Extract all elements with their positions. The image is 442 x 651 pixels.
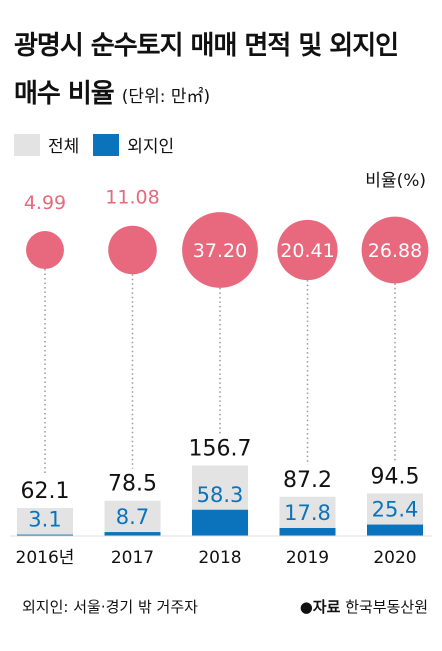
footer-note: 외지인: 서울·경기 밖 거주자 xyxy=(22,598,198,616)
source-key: 자료 xyxy=(312,598,341,616)
label-outsider-1: 8.7 xyxy=(116,505,149,529)
bar-total-0 xyxy=(17,508,73,536)
legend-label-outsider: 외지인 xyxy=(127,137,175,157)
x-tick-2: 2018 xyxy=(198,548,241,568)
bar-total-1 xyxy=(104,500,161,536)
source-value: 한국부동산원 xyxy=(345,598,428,616)
label-ratio-0: 4.99 xyxy=(24,192,66,214)
bar-outsider-0 xyxy=(17,534,73,536)
legend-swatch-total xyxy=(14,133,40,156)
label-outsider-0: 3.1 xyxy=(28,508,61,532)
title-line-2-text: 매수 비율 xyxy=(14,79,115,109)
label-total-1: 78.5 xyxy=(108,472,157,497)
label-total-2: 156.7 xyxy=(189,436,252,461)
label-ratio-1: 11.08 xyxy=(105,187,159,209)
bar-outsider-1 xyxy=(104,532,161,536)
x-tick-3: 2019 xyxy=(286,548,329,568)
legend-swatch-outsider xyxy=(93,133,120,156)
ratio-circle-3 xyxy=(277,219,338,281)
label-outsider-2: 58.3 xyxy=(197,483,244,507)
bar-outsider-4 xyxy=(367,524,423,536)
label-outsider-4: 25.4 xyxy=(372,498,419,522)
bar-outsider-3 xyxy=(279,527,336,536)
label-outsider-3: 17.8 xyxy=(284,501,331,525)
label-ratio-2: 37.20 xyxy=(193,240,247,262)
legend: 전체 외지인 xyxy=(14,132,188,157)
x-tick-1: 2017 xyxy=(111,548,154,568)
x-tick-4: 2020 xyxy=(373,548,416,568)
title-line-1: 광명시 순수토지 매매 면적 및 외지인 xyxy=(14,31,399,61)
footer-source: ●자료 한국부동산원 xyxy=(300,596,428,617)
source-bullet: ● xyxy=(299,598,313,616)
legend-label-total: 전체 xyxy=(48,137,80,157)
label-total-0: 62.1 xyxy=(21,479,70,504)
ratio-circle-0 xyxy=(26,231,64,269)
ratio-circle-4 xyxy=(361,216,429,284)
ratio-circle-2 xyxy=(182,212,258,288)
label-ratio-4: 26.88 xyxy=(368,240,422,262)
ratio-circle-1 xyxy=(108,225,157,275)
chart-title: 광명시 순수토지 매매 면적 및 외지인 매수 비율 (단위: 만㎡) xyxy=(14,22,434,121)
bar-outsider-2 xyxy=(192,509,248,536)
ratio-series-label: 비율(%) xyxy=(365,171,426,191)
label-total-4: 94.5 xyxy=(371,464,420,489)
label-total-3: 87.2 xyxy=(283,468,332,493)
label-ratio-3: 20.41 xyxy=(280,240,334,262)
legend-item-total: 전체 xyxy=(14,132,79,157)
title-line-2: 매수 비율 (단위: 만㎡) xyxy=(14,70,434,121)
x-tick-0: 2016년 xyxy=(16,548,75,568)
unit-label: (단위: 만㎡) xyxy=(121,87,211,107)
legend-item-outsider: 외지인 xyxy=(93,132,174,157)
